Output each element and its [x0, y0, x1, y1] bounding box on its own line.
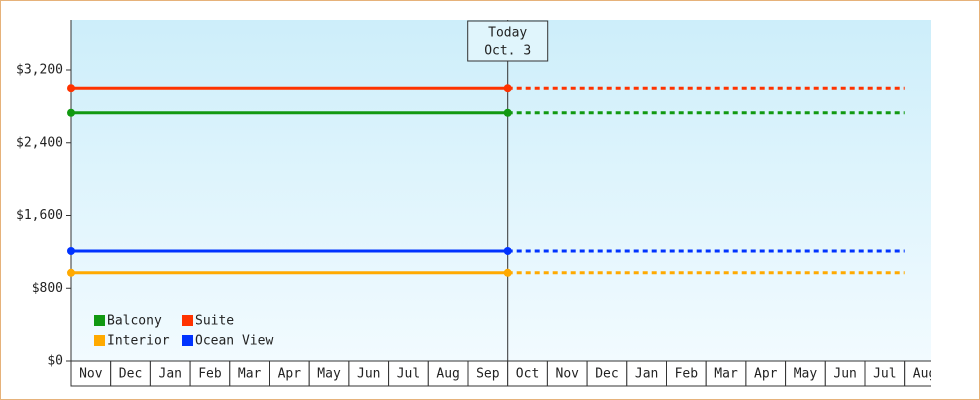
x-tick-label: Aug [436, 367, 459, 382]
point [67, 84, 75, 93]
point [67, 108, 75, 117]
x-tick-label: Mar [238, 367, 262, 382]
annotation-text: Oct. 3 [484, 44, 531, 59]
x-tick-label: Feb [675, 367, 699, 382]
x-tick-cell [824, 360, 866, 387]
legend-label: Interior [107, 334, 170, 349]
x-tick-label: Jan [159, 367, 182, 382]
x-tick-cell [745, 360, 787, 387]
x-tick-label: Apr [278, 367, 302, 382]
x-tick-cell [904, 360, 931, 387]
point [67, 246, 75, 255]
x-tick-cell [785, 360, 826, 387]
x-tick-label: Nov [556, 367, 580, 382]
x-tick-cell [666, 360, 707, 387]
x-tick-label: Feb [198, 367, 222, 382]
legend-swatch [182, 315, 193, 326]
x-tick-label: Jun [833, 367, 856, 382]
x-tick-label: Jul [397, 367, 420, 382]
legend-swatch [94, 315, 105, 326]
x-tick-label: Apr [754, 367, 778, 382]
y-tick-label: $2,400 [16, 135, 63, 150]
point [503, 246, 512, 255]
x-tick-label: Jul [873, 367, 896, 382]
x-tick-cell [546, 360, 588, 387]
point [67, 268, 75, 277]
legend-label: Balcony [107, 314, 162, 329]
x-tick-label: Aug [913, 367, 936, 382]
annotation-text: Today [488, 26, 527, 41]
legend-label: Ocean View [195, 334, 273, 349]
y-tick-label: $1,600 [16, 208, 63, 223]
point [503, 84, 512, 93]
legend-swatch [182, 335, 193, 346]
x-tick-label: Dec [119, 367, 142, 382]
point [503, 108, 512, 117]
x-tick-label: May [317, 367, 341, 382]
x-tick-cell [388, 360, 429, 387]
x-tick-label: Sep [476, 367, 500, 382]
legend-swatch [94, 335, 105, 346]
y-tick-label: $800 [32, 281, 63, 296]
x-tick-label: Jan [635, 367, 658, 382]
plot-area [71, 20, 931, 361]
x-tick-label: Oct [516, 367, 539, 382]
x-tick-cell [626, 360, 667, 387]
legend-label: Suite [195, 314, 234, 329]
y-tick-label: $0 [47, 354, 63, 369]
y-tick-label: $3,200 [16, 63, 63, 78]
annotation-box [467, 20, 549, 62]
x-tick-label: Dec [595, 367, 618, 382]
x-tick-label: May [794, 367, 818, 382]
point [503, 268, 512, 277]
x-tick-label: Mar [714, 367, 738, 382]
x-axis: Nov Dec Jan Feb Mar Apr May Jun Jul Aug Sep Oct Nov D… [70, 360, 936, 387]
x-tick-label: Jun [357, 367, 380, 382]
x-tick-label: Nov [79, 367, 103, 382]
